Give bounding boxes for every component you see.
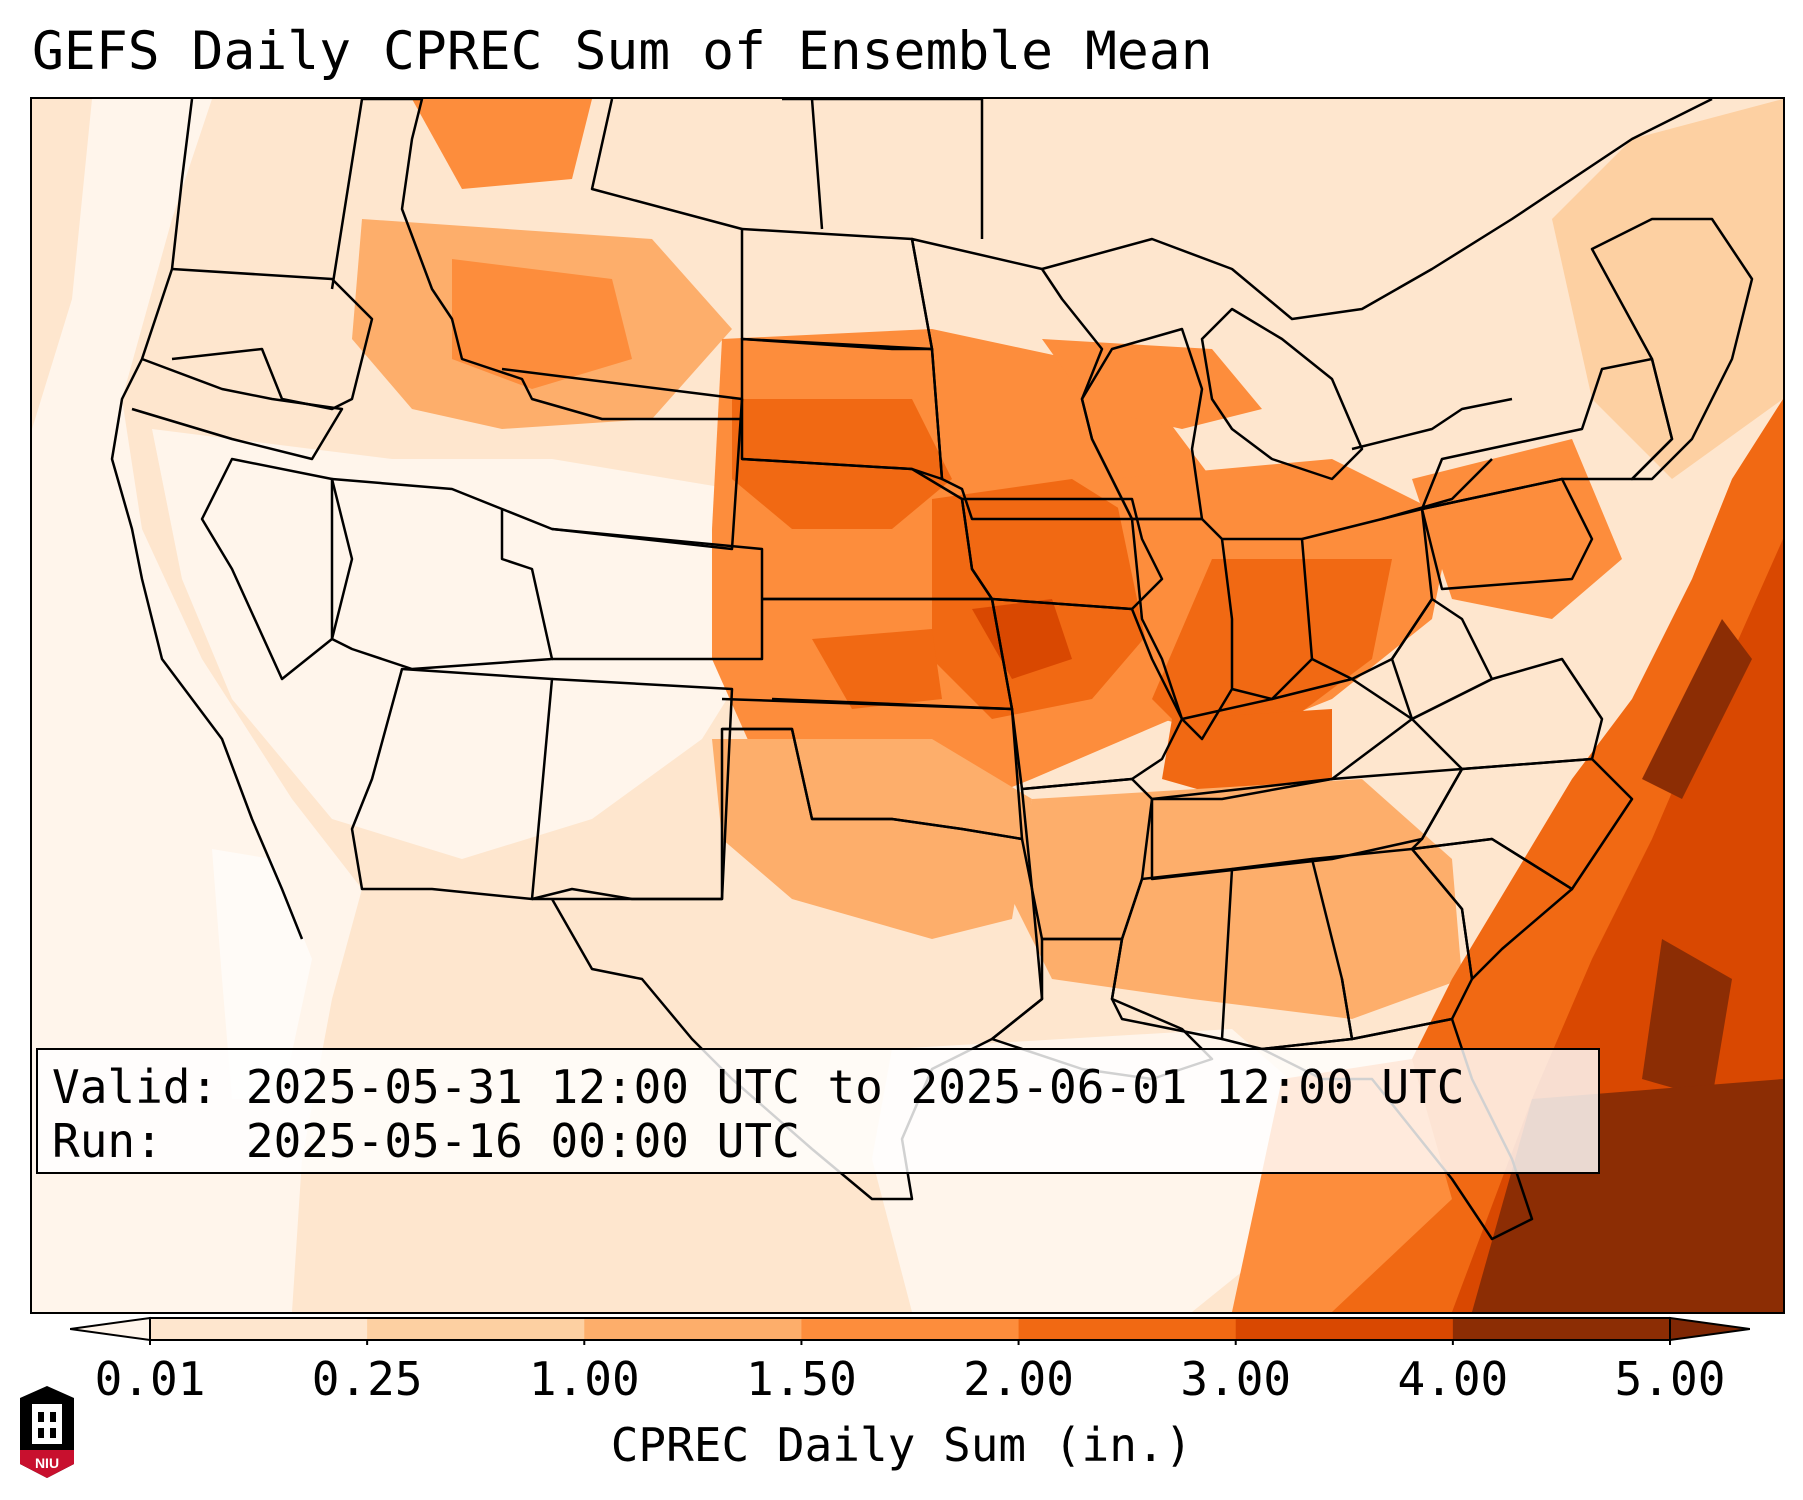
colorbar-segment	[1452, 1318, 1671, 1340]
field-alberta	[412, 99, 592, 189]
illinois	[1130, 517, 1234, 741]
field-baja-white	[212, 849, 312, 1099]
logo-text: NIU	[35, 1455, 59, 1471]
map-title: GEFS Daily CPREC Sum of Ensemble Mean	[32, 21, 1213, 82]
colorbar-tick-label: 0.01	[94, 1352, 206, 1406]
canada-border	[590, 99, 984, 239]
valid-label: Valid:	[52, 1060, 219, 1114]
niu-logo: NIU	[20, 1386, 74, 1478]
field-offshore	[32, 99, 92, 429]
field-tennessee	[1162, 709, 1332, 799]
wyoming	[501, 367, 744, 551]
colorbar-extend-high	[1669, 1316, 1750, 1342]
california-north	[131, 357, 344, 461]
lake-erie-ontario	[1351, 397, 1513, 521]
colorbar-tick-label: 1.50	[746, 1352, 857, 1406]
west-virginia	[1390, 597, 1494, 721]
field-new-england	[1552, 99, 1783, 479]
field-montana-core	[452, 259, 632, 389]
field-iowa-missouri	[932, 479, 1152, 719]
colorbar-tick-label: 0.25	[311, 1352, 423, 1406]
nevada	[200, 457, 354, 681]
field-atlantic-max2	[1642, 939, 1732, 1099]
arizona	[350, 667, 554, 901]
colorbar-frame	[149, 1317, 1671, 1341]
colorbar-tick-label: 4.00	[1397, 1352, 1509, 1406]
field-southeast	[1012, 779, 1462, 1019]
field-missouri-max	[972, 599, 1072, 679]
boundaries	[110, 99, 1754, 1241]
logo-banner	[20, 1450, 74, 1478]
colorbar-segment	[150, 1318, 368, 1340]
valid-value: 2025-05-31 12:00 UTC to 2025-06-01 12:00…	[245, 1060, 1465, 1114]
oregon	[171, 267, 374, 411]
missouri	[990, 597, 1184, 791]
colorbar-extend-low	[70, 1316, 151, 1342]
south-dakota	[740, 337, 944, 481]
michigan	[1200, 307, 1364, 481]
field-southwest-light	[152, 429, 752, 859]
field-kansas	[812, 629, 942, 709]
colorado	[551, 527, 764, 661]
valid-row: Valid: 2025-05-31 12:00 UTC to 2025-06-0…	[52, 1060, 1584, 1114]
colorbar-segment	[801, 1318, 1020, 1340]
north-carolina	[1410, 757, 1634, 891]
colorbar-tick-label: 5.00	[1614, 1352, 1726, 1406]
colorbar-segments	[149, 1318, 1671, 1345]
field-oklahoma-texas	[712, 739, 1032, 939]
colorbar-segment	[367, 1318, 585, 1340]
colorbar-tick-label: 3.00	[1180, 1352, 1292, 1406]
lakes-canada	[1041, 99, 1713, 321]
new-england	[1590, 217, 1754, 481]
colorbar-segment	[1018, 1318, 1237, 1340]
colorbar-label: CPREC Daily Sum (in.)	[610, 1418, 1193, 1472]
idaho-montana	[330, 99, 742, 421]
field-ohio-valley	[1152, 559, 1392, 739]
utah	[330, 477, 554, 671]
logo-building	[32, 1404, 62, 1444]
colorbar-segment	[584, 1318, 802, 1340]
run-value: 2025-05-16 00:00 UTC	[245, 1114, 800, 1168]
field-pennsylvania	[1412, 439, 1622, 619]
run-row: Run: 2025-05-16 00:00 UTC	[52, 1114, 1584, 1168]
colorbar-tick-label: 1.00	[528, 1352, 640, 1406]
valid-run-info-box: Valid: 2025-05-31 12:00 UTC to 2025-06-0…	[36, 1048, 1600, 1174]
colorbar-segment	[1235, 1318, 1454, 1340]
iowa	[960, 497, 1164, 611]
colorbar-tick-label: 2.00	[963, 1352, 1074, 1406]
run-label: Run:	[52, 1114, 163, 1168]
field-atlantic-max1	[1642, 619, 1752, 799]
colorbar	[70, 1316, 1750, 1345]
